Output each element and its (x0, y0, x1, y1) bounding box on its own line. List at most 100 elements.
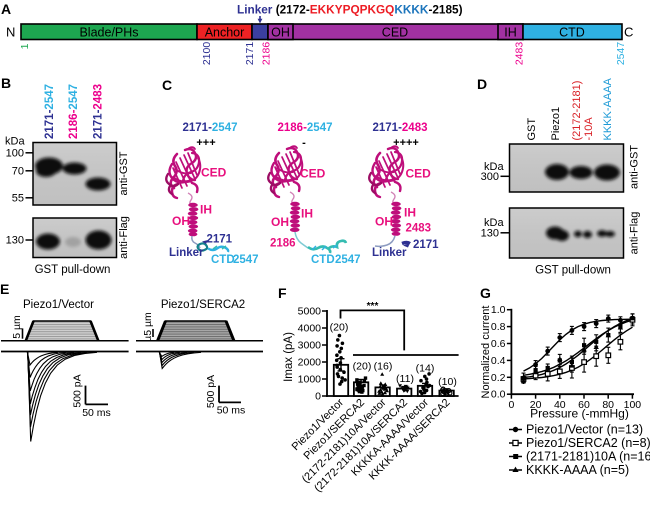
svg-text:2100: 2100 (201, 42, 213, 66)
svg-text:0.8: 0.8 (491, 321, 506, 333)
svg-text:0.4: 0.4 (491, 355, 506, 367)
svg-text:(2171-2181)10A (n=16): (2171-2181)10A (n=16) (526, 450, 650, 464)
svg-text:***: *** (367, 301, 379, 312)
svg-text:2186-2547: 2186-2547 (68, 84, 80, 139)
svg-text:(10): (10) (438, 376, 457, 388)
svg-text:2186: 2186 (260, 42, 272, 66)
svg-text:C: C (162, 77, 172, 93)
svg-text:OH: OH (172, 214, 190, 228)
svg-text:5 µm: 5 µm (11, 315, 23, 339)
svg-text:kDa: kDa (484, 217, 504, 229)
svg-text:F: F (278, 285, 287, 301)
svg-text:Linker (2172-EKKYPQPKGQKKKK-21: Linker (2172-EKKYPQPKGQKKKK-2185) (237, 3, 463, 17)
svg-text:50 ms: 50 ms (217, 405, 246, 417)
svg-text:IH: IH (404, 206, 416, 220)
svg-text:CED: CED (201, 166, 227, 180)
svg-text:anti-GST: anti-GST (118, 151, 130, 195)
svg-text:2547: 2547 (335, 254, 361, 266)
svg-text:500 pA: 500 pA (205, 375, 217, 408)
svg-text:2171: 2171 (244, 42, 256, 66)
svg-text:G: G (480, 285, 491, 301)
svg-text:anti-Flag: anti-Flag (118, 216, 130, 259)
svg-text:0.6: 0.6 (491, 338, 506, 350)
svg-text:2186: 2186 (270, 238, 296, 250)
svg-text:300: 300 (481, 171, 499, 183)
svg-text:OH: OH (375, 215, 393, 229)
svg-text:2000: 2000 (298, 357, 322, 369)
svg-text:0: 0 (508, 399, 514, 411)
svg-text:4000: 4000 (298, 323, 322, 335)
svg-text:60: 60 (578, 399, 590, 411)
svg-text:CED: CED (382, 26, 408, 40)
svg-text:KKKK-AAAA (n=5): KKKK-AAAA (n=5) (526, 463, 629, 477)
svg-text:2547: 2547 (233, 254, 259, 266)
svg-text:(11): (11) (396, 373, 414, 385)
svg-text:GST pull-down: GST pull-down (535, 265, 611, 277)
svg-text:µ5 µm: µ5 µm (142, 312, 154, 342)
svg-text:Piezo1/SERCA2: Piezo1/SERCA2 (161, 299, 245, 311)
svg-text:2171: 2171 (207, 234, 233, 246)
svg-text:2171-2547: 2171-2547 (182, 122, 237, 134)
svg-text:OH: OH (271, 215, 289, 229)
svg-text:2171: 2171 (413, 239, 439, 251)
svg-text:CTD: CTD (559, 26, 585, 40)
svg-text:+++: +++ (196, 137, 215, 149)
svg-text:1: 1 (19, 43, 31, 49)
svg-text:A: A (1, 1, 11, 17)
svg-text:KKKK-AAAA: KKKK-AAAA (602, 77, 614, 140)
svg-text:++++: ++++ (393, 137, 419, 149)
svg-text:5000: 5000 (298, 306, 322, 318)
svg-text:IH: IH (200, 203, 212, 217)
svg-text:(14): (14) (416, 363, 435, 375)
svg-text:100: 100 (624, 399, 642, 411)
svg-text:Blade/PHs: Blade/PHs (79, 26, 138, 40)
svg-text:(20): (20) (330, 322, 349, 334)
svg-text:2186-2547: 2186-2547 (277, 122, 332, 134)
svg-text:C: C (624, 25, 633, 40)
svg-text:2171-2483: 2171-2483 (372, 122, 427, 134)
svg-text:2171-2547: 2171-2547 (44, 84, 56, 139)
svg-text:Piezo1/Vector (n=13): Piezo1/Vector (n=13) (526, 423, 643, 437)
svg-text:20: 20 (530, 399, 542, 411)
svg-text:130: 130 (6, 235, 24, 247)
svg-text:3000: 3000 (298, 340, 322, 352)
svg-text:50 ms: 50 ms (82, 407, 111, 419)
svg-text:Pressure (-mmHg): Pressure (-mmHg) (530, 407, 629, 421)
svg-text:1000: 1000 (298, 374, 322, 386)
svg-text:Linker: Linker (169, 247, 204, 259)
svg-text:N: N (6, 25, 15, 40)
svg-text:IH: IH (301, 207, 313, 221)
svg-text:Normalized current: Normalized current (480, 306, 492, 399)
svg-text:70: 70 (12, 166, 24, 178)
svg-text:55: 55 (12, 193, 24, 205)
svg-text:anti-GST: anti-GST (628, 145, 640, 189)
svg-text:CED: CED (300, 167, 326, 181)
svg-text:2483: 2483 (406, 223, 432, 235)
svg-text:Linker: Linker (372, 247, 407, 259)
svg-text:500 pA: 500 pA (71, 374, 83, 407)
svg-text:CED: CED (406, 167, 432, 181)
svg-text:Piezo1/Vector: Piezo1/Vector (23, 299, 94, 311)
svg-text:80: 80 (602, 399, 614, 411)
svg-text:0.0: 0.0 (491, 389, 506, 401)
svg-text:OH: OH (271, 26, 290, 40)
svg-text:2483: 2483 (513, 42, 525, 66)
svg-text:B: B (1, 75, 11, 91)
svg-text:GST pull-down: GST pull-down (35, 264, 111, 276)
svg-text:CTD: CTD (311, 254, 335, 266)
svg-text:40: 40 (554, 399, 566, 411)
svg-text:D: D (477, 76, 487, 92)
svg-text:GST: GST (526, 118, 538, 141)
svg-text:0.2: 0.2 (491, 372, 506, 384)
svg-text:CTD: CTD (211, 254, 235, 266)
svg-text:100: 100 (6, 148, 24, 160)
svg-text:Piezo1: Piezo1 (550, 107, 562, 141)
svg-text:2171-2483: 2171-2483 (93, 84, 105, 139)
svg-text:Imax (pA): Imax (pA) (283, 332, 295, 382)
svg-text:-10A: -10A (583, 117, 595, 141)
svg-text:(16): (16) (374, 361, 393, 373)
svg-text:IH: IH (504, 26, 517, 40)
svg-text:E: E (0, 281, 9, 297)
svg-text:2547: 2547 (615, 42, 627, 66)
svg-text:Piezo1/SERCA2 (n=8): Piezo1/SERCA2 (n=8) (526, 436, 650, 450)
